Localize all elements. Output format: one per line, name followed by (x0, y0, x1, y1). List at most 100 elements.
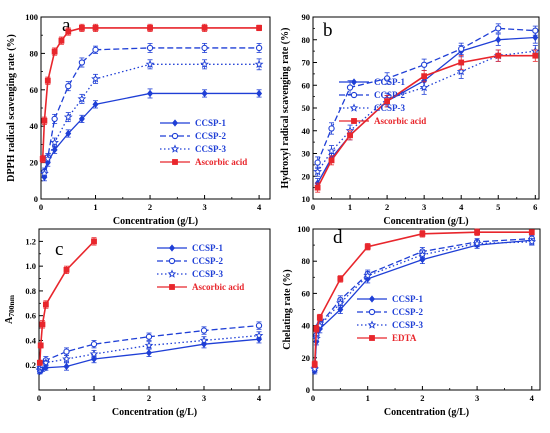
y-axis-label: Hydroxyl radical scavenging rate (%) (280, 28, 291, 189)
data-point (200, 327, 208, 334)
data-point (145, 59, 155, 69)
data-point (50, 138, 59, 147)
data-point (421, 73, 428, 80)
legend: CCSP-1 CCSP-2 CCSP-3 Ascorbic acid (339, 77, 426, 126)
legend-marker (369, 295, 375, 303)
series-line (314, 238, 532, 368)
data-point (383, 75, 391, 82)
y-tick-label: 0.4 (25, 335, 36, 345)
data-point (419, 82, 429, 92)
data-point (363, 271, 373, 280)
legend-label: CCSP-2 (374, 90, 405, 100)
series-ccsp-2 (314, 23, 539, 169)
series-ccsp-3 (40, 58, 264, 178)
legend-label: CCSP-2 (192, 256, 223, 266)
data-point (51, 48, 58, 55)
data-point (78, 115, 85, 123)
panel-label: b (323, 20, 333, 41)
legend-marker (169, 284, 175, 290)
data-point (364, 243, 371, 250)
legend-marker (168, 257, 176, 265)
y-tick-label: 40 (302, 321, 311, 331)
x-tick-label: 3 (202, 202, 206, 212)
panel-label: a (62, 15, 71, 36)
legend-marker (369, 335, 375, 341)
data-point (337, 305, 344, 314)
data-point (532, 52, 539, 59)
y-tick-label: 100 (25, 12, 38, 22)
data-point (146, 349, 152, 357)
data-point (63, 266, 70, 273)
panel-label: d (333, 227, 343, 248)
series-ccsp-1 (311, 236, 535, 375)
data-point (314, 159, 321, 166)
x-tick-label: 4 (257, 202, 262, 212)
data-point (201, 44, 208, 52)
data-point (65, 129, 72, 138)
data-point (41, 117, 48, 124)
y-tick-label: 10 (302, 194, 311, 204)
legend-label: Ascorbic acid (374, 116, 426, 126)
legend-marker (368, 308, 376, 316)
y-tick-label: 60 (302, 288, 311, 298)
data-point (328, 157, 335, 164)
data-point (201, 25, 208, 31)
legend-marker (172, 159, 178, 165)
x-tick-label: 6 (533, 202, 537, 212)
legend-marker (350, 91, 358, 99)
legend: CCSP-1 CCSP-2 CCSP-3 Ascorbic acid (160, 118, 247, 167)
legend-label: CCSP-1 (374, 77, 405, 87)
legend-marker (171, 132, 179, 140)
data-point (256, 89, 263, 98)
data-point (78, 25, 85, 31)
x-tick-label: 2 (147, 393, 151, 403)
y-tick-label: 1.0 (25, 261, 36, 271)
data-point (199, 335, 209, 345)
data-point (532, 33, 539, 42)
data-point (39, 156, 46, 162)
data-point (316, 314, 323, 321)
data-point (311, 361, 318, 368)
x-tick-label: 1 (366, 393, 370, 403)
y-tick-label: 20 (302, 171, 311, 181)
data-point (327, 146, 336, 155)
data-point (37, 342, 44, 349)
data-point (313, 167, 322, 176)
y-axis-label: Chelating rate (%) (282, 269, 293, 350)
data-point (92, 46, 99, 53)
x-tick-label: 1 (348, 202, 352, 212)
legend-label: CCSP-1 (195, 118, 226, 128)
x-tick-label: 0 (311, 202, 315, 212)
data-point (472, 238, 482, 248)
data-point (58, 37, 65, 44)
y-tick-label: 0.6 (25, 311, 36, 321)
data-point (255, 44, 263, 52)
series-line (317, 50, 536, 173)
data-point (41, 358, 51, 367)
legend-marker (172, 119, 178, 127)
legend-marker (349, 103, 359, 112)
plot-frame (312, 16, 540, 200)
data-point (337, 276, 344, 282)
y-tick-label: 60 (30, 85, 39, 95)
panel-c: 0 1 2 3 4 0.2 0.4 0.6 0.8 1.0 1.2 Concentration (g/… (4, 228, 271, 418)
legend-marker (170, 144, 180, 153)
data-point (92, 25, 99, 31)
data-point (146, 44, 154, 52)
y-tick-label: 0.2 (25, 360, 36, 370)
x-axis-label: Concentration (g/L) (383, 216, 468, 227)
data-point (92, 100, 99, 109)
data-point (328, 125, 335, 132)
legend: CCSP-1 CCSP-2 CCSP-3 EDTA (357, 294, 423, 343)
y-tick-label: 50 (302, 103, 311, 113)
legend-label: CCSP-3 (374, 103, 405, 113)
data-point (458, 59, 465, 66)
legend-marker (367, 320, 377, 329)
y-tick-label: 30 (302, 149, 311, 159)
series-ccsp-3 (310, 237, 537, 373)
data-point (336, 298, 345, 307)
data-point (89, 349, 99, 358)
data-point (346, 84, 354, 91)
